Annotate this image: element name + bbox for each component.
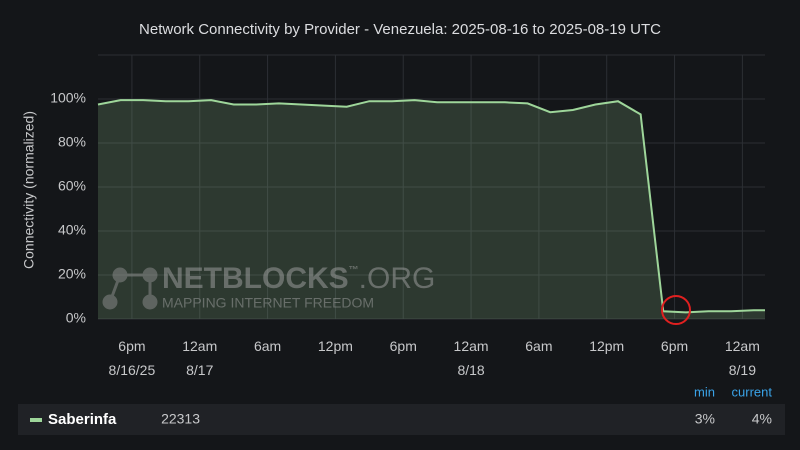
y-tick-label: 100%: [50, 90, 86, 106]
x-tick-label: 12pm: [589, 338, 625, 354]
y-tick-label: 40%: [58, 222, 86, 238]
watermark-brand: NETBLOCKS™.ORG: [162, 262, 435, 295]
chart-title: Network Connectivity by Provider - Venez…: [139, 21, 661, 38]
x-tick-label: 12am 8/17: [182, 338, 218, 378]
y-tick-label: 0%: [66, 310, 86, 326]
highlight-circle: [661, 295, 691, 325]
y-axis-label: Connectivity (normalized): [21, 111, 37, 269]
area: [98, 100, 765, 319]
stat-header: current: [732, 384, 773, 399]
x-tick-label: 6pm 8/16/25: [108, 338, 156, 378]
x-tick-label: 6am: [253, 338, 282, 354]
x-tick-label: 12am 8/18: [453, 338, 489, 378]
y-tick-label: 80%: [58, 134, 86, 150]
stat-header: min: [694, 384, 715, 399]
y-tick-label: 60%: [58, 178, 86, 194]
x-tick-label: 12am 8/19: [724, 338, 760, 378]
overlay-watermark: Saberinfa: [48, 411, 117, 428]
stat-value: 3%: [695, 411, 715, 427]
legend-label: 22313: [161, 411, 200, 427]
watermark: NETBLOCKS™.ORG MAPPING INTERNET FREEDOM: [102, 262, 435, 311]
x-tick-label: 6pm: [660, 338, 689, 354]
stat-value: 4%: [752, 411, 772, 427]
y-tick-label: 20%: [58, 266, 86, 282]
legend-row: [18, 404, 785, 435]
line: [97, 99, 765, 314]
x-tick-label: 6am: [525, 338, 553, 354]
x-tick-label: 6pm: [389, 338, 417, 354]
watermark-tagline: MAPPING INTERNET FREEDOM: [162, 295, 374, 311]
x-tick-label: 12pm: [317, 338, 353, 354]
